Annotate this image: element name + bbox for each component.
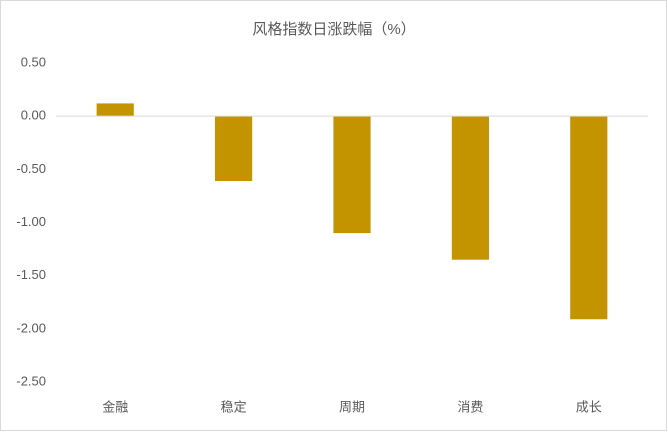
y-tick-label: -2.50 (16, 373, 46, 388)
chart-title: 风格指数日涨跌幅（%） (252, 21, 415, 38)
y-tick-label: -0.50 (16, 161, 46, 176)
bar (451, 116, 489, 260)
y-tick-label: -2.00 (16, 320, 46, 335)
x-tick-label: 成长 (576, 399, 602, 414)
x-tick-label: 稳定 (221, 399, 247, 414)
x-tick-label: 金融 (102, 399, 128, 414)
bar (96, 103, 134, 117)
x-tick-label: 消费 (457, 399, 483, 414)
bar (333, 116, 371, 234)
y-tick-label: -1.00 (16, 214, 46, 229)
y-tick-label: 0.00 (21, 108, 46, 123)
y-tick-label: -1.50 (16, 267, 46, 282)
x-tick-label: 周期 (339, 399, 365, 414)
bar (215, 116, 253, 182)
y-tick-label: 0.50 (21, 54, 46, 69)
bar (570, 116, 608, 320)
